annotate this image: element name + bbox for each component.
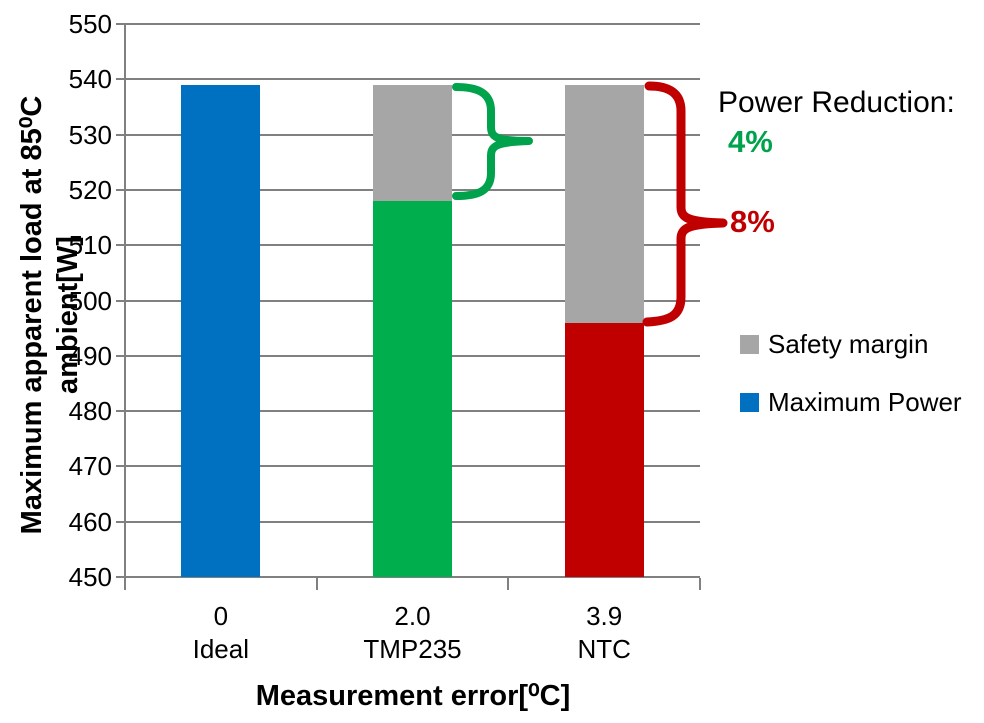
y-tick-mark	[116, 78, 125, 81]
legend-item-maximum-power: Maximum Power	[740, 387, 962, 417]
legend-label: Safety margin	[768, 329, 929, 359]
y-gridline	[125, 23, 700, 25]
power-reduction-pct-tmp235: 4%	[728, 124, 773, 159]
bar-segment-safety-margin-ntc	[564, 84, 644, 323]
maximum-power-swatch-icon	[740, 392, 759, 412]
reduction-brace-tmp235	[452, 83, 533, 200]
x-tick-mark	[315, 578, 318, 590]
x-category-label: TMP235	[363, 634, 462, 664]
x-category-label: NTC	[577, 634, 631, 664]
y-tick-mark	[116, 520, 125, 523]
y-tick-label: 540	[68, 64, 112, 95]
y-tick-mark	[116, 133, 125, 136]
x-value-label: 3.9	[586, 601, 623, 631]
x-axis-line	[116, 576, 700, 578]
y-tick-label: 550	[68, 9, 112, 39]
x-value-label: 2.0	[394, 601, 431, 631]
y-tick-label: 490	[68, 340, 112, 371]
bar-segment-max-power-tmp235	[373, 200, 452, 577]
x-axis-title: Measurement error[⁰C]	[255, 680, 571, 712]
y-tick-mark	[116, 299, 125, 302]
y-tick-label: 510	[68, 230, 112, 261]
reduction-brace-ntc	[642, 81, 728, 327]
power-reduction-title: Power Reduction:	[718, 86, 955, 119]
safety-margin-swatch-icon	[740, 334, 759, 354]
bar-segment-max-power-ntc	[564, 322, 644, 577]
y-tick-mark	[116, 188, 125, 191]
y-tick-mark	[116, 23, 125, 25]
y-tick-label: 460	[68, 506, 112, 537]
legend-item-safety-margin: Safety margin	[740, 329, 928, 359]
legend-label: Maximum Power	[768, 387, 962, 417]
y-axis-line	[124, 24, 126, 589]
y-tick-label: 520	[68, 174, 112, 205]
x-tick-mark	[124, 578, 126, 590]
y-tick-label: 530	[68, 119, 112, 150]
y-axis-title: Maximum apparent load at 85⁰C ambient[W]	[16, 95, 84, 535]
y-tick-mark	[116, 465, 125, 468]
bar-segment-max-power-ideal	[181, 84, 261, 577]
x-tick-mark	[507, 578, 510, 590]
power-reduction-pct-ntc: 8%	[730, 204, 775, 239]
x-tick-mark	[699, 578, 701, 590]
y-tick-label: 450	[68, 562, 112, 592]
y-gridline	[125, 78, 700, 81]
x-value-label: 0	[213, 601, 229, 631]
x-category-label: Ideal	[192, 634, 250, 664]
y-tick-label: 500	[68, 285, 112, 316]
y-tick-label: 480	[68, 396, 112, 427]
y-tick-mark	[116, 354, 125, 357]
y-tick-label: 470	[68, 451, 112, 482]
y-tick-mark	[116, 244, 125, 247]
y-tick-mark	[116, 410, 125, 413]
bar-segment-safety-margin-tmp235	[373, 84, 452, 201]
